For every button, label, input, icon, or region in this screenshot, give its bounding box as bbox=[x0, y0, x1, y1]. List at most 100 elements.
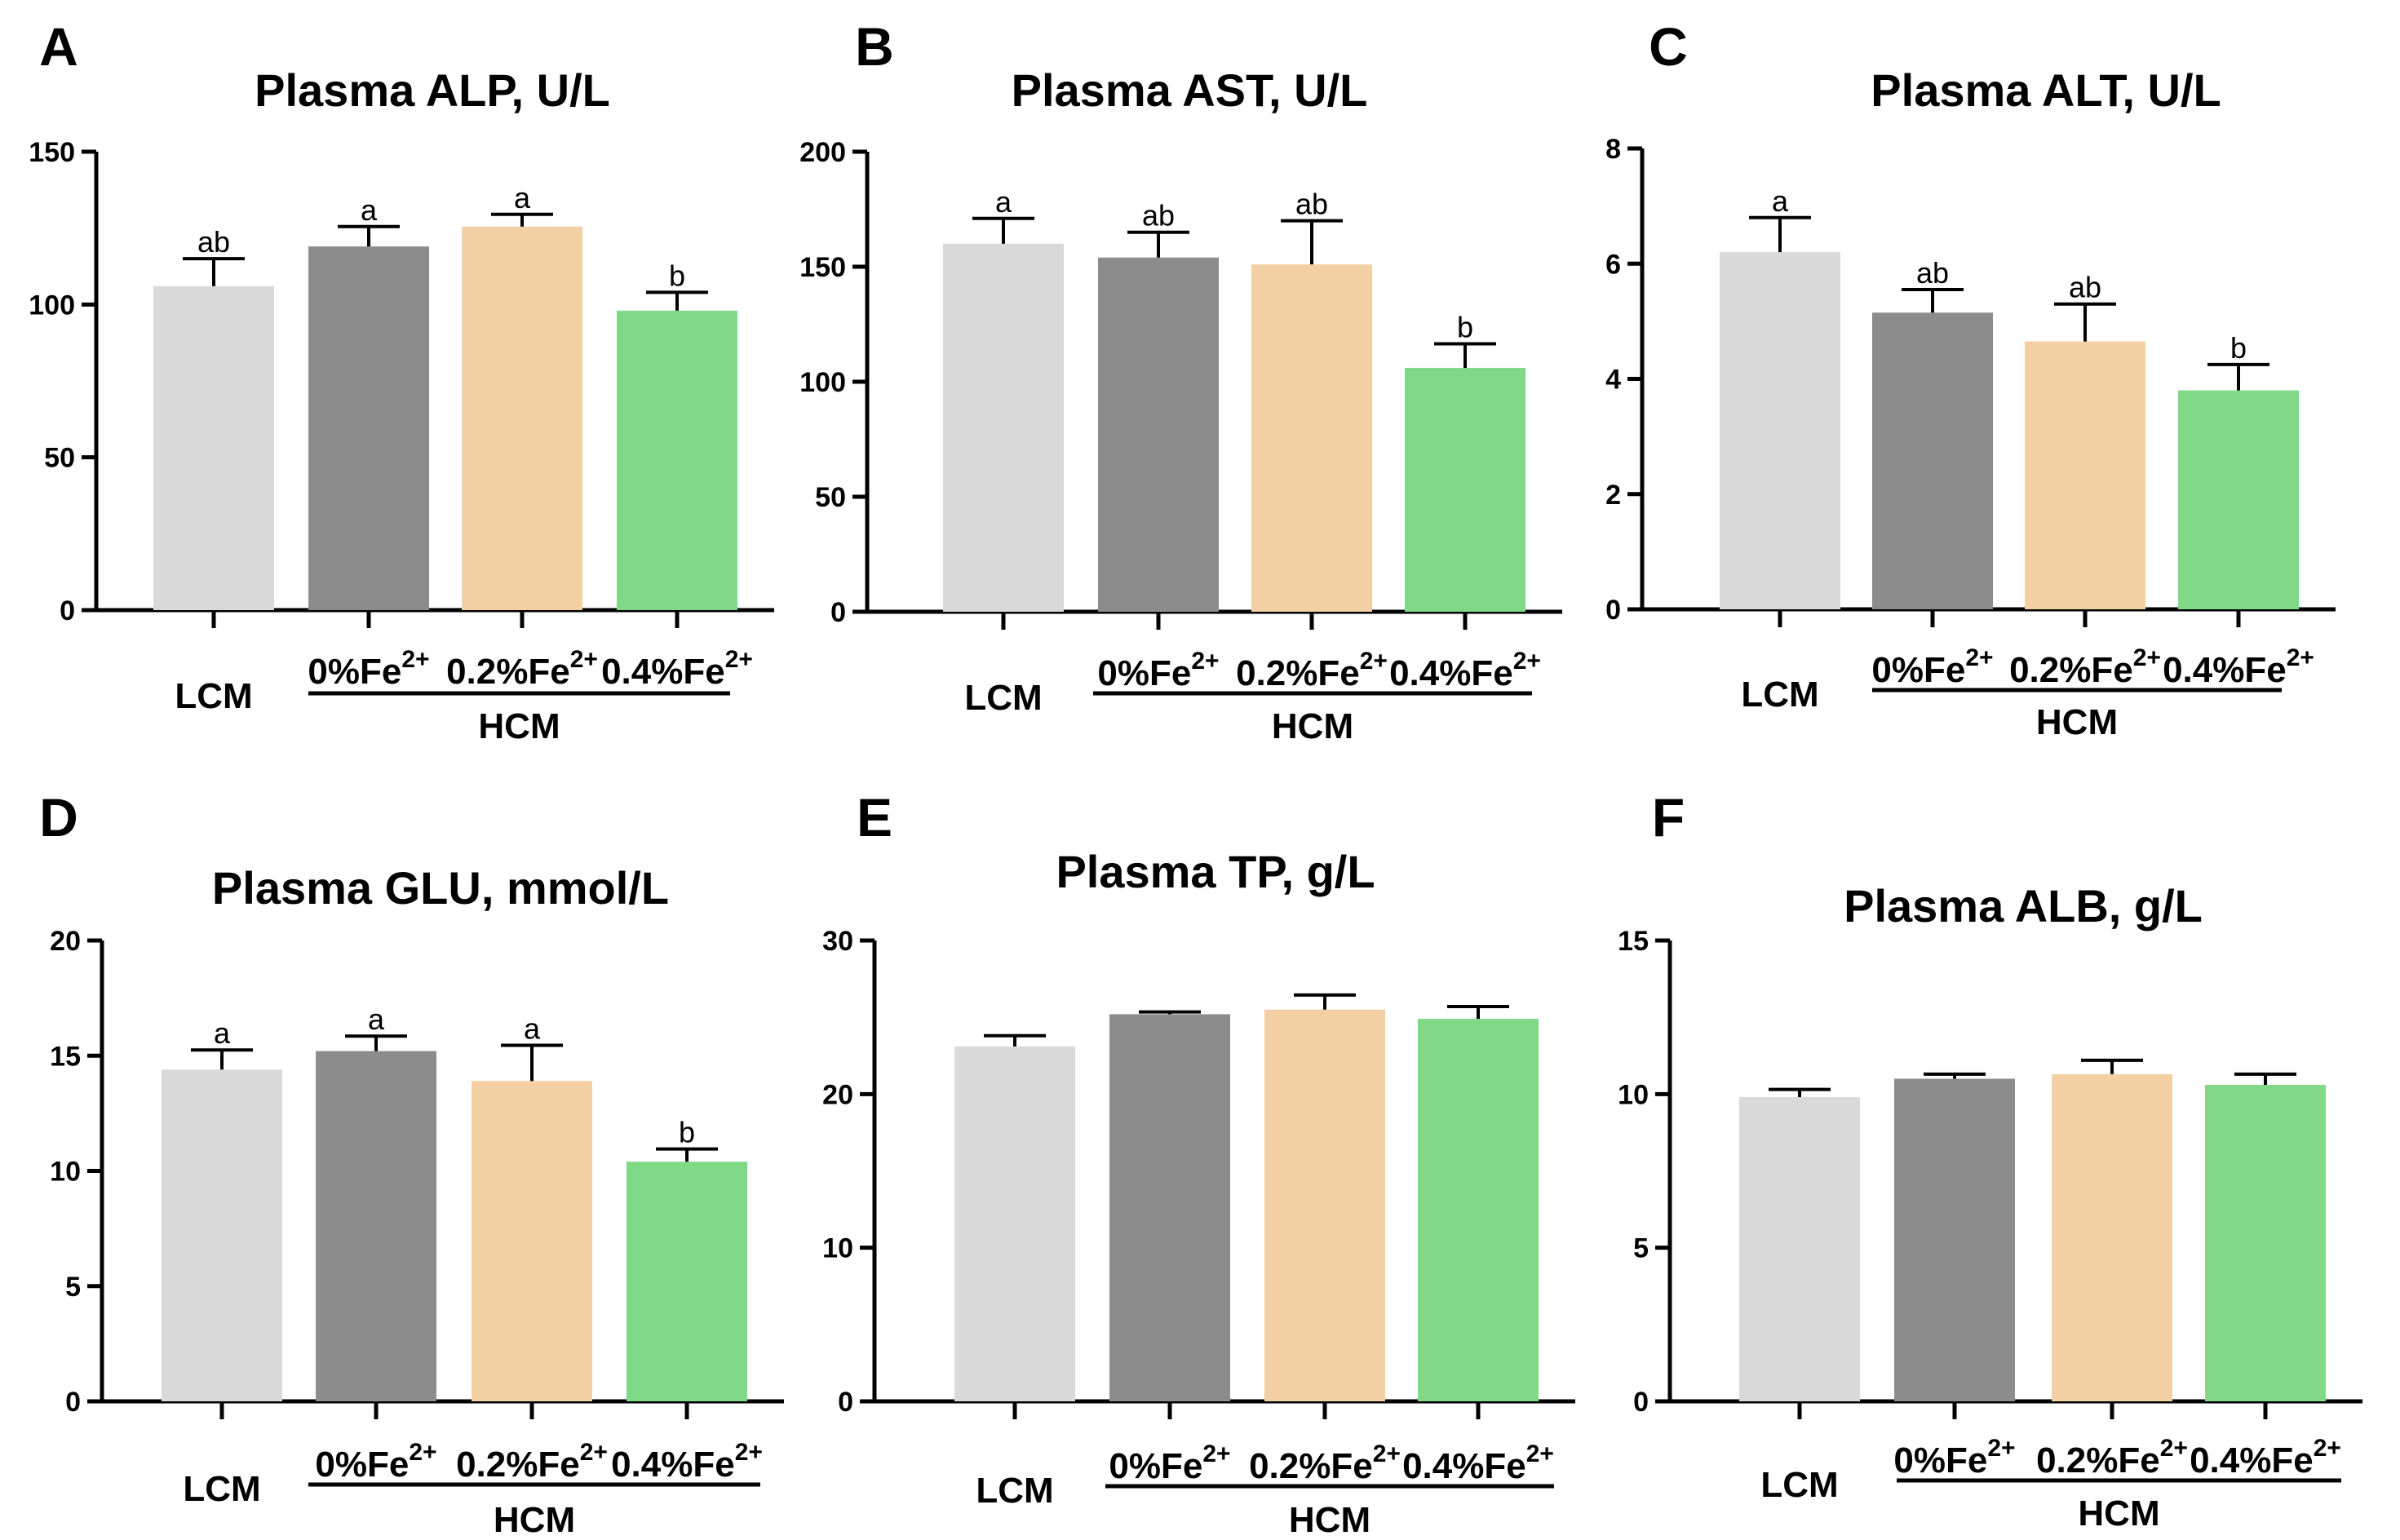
bar-1 bbox=[162, 1069, 282, 1401]
significance-letter: a bbox=[995, 185, 1012, 219]
significance-letter: b bbox=[679, 1116, 695, 1149]
bar-4 bbox=[2205, 1085, 2326, 1401]
y-tick-label: 15 bbox=[1618, 926, 1649, 957]
category-label: 0.4%Fe2+ bbox=[2163, 644, 2314, 690]
category-label: 0.4%Fe2+ bbox=[1402, 1440, 1554, 1486]
y-tick-label: 15 bbox=[50, 1041, 81, 1072]
bar-4 bbox=[1405, 368, 1525, 612]
bar-2 bbox=[308, 246, 429, 610]
y-tick-label: 20 bbox=[822, 1079, 853, 1110]
chart-title: Plasma ALT, U/L bbox=[1871, 64, 2221, 116]
category-label: 0.4%Fe2+ bbox=[2190, 1435, 2341, 1480]
category-label: 0.2%Fe2+ bbox=[2036, 1435, 2188, 1480]
bar-3 bbox=[2025, 341, 2145, 609]
bar-1 bbox=[1739, 1097, 1860, 1401]
significance-letter: a bbox=[361, 193, 378, 227]
significance-letter: b bbox=[669, 259, 685, 292]
significance-letter: ab bbox=[1142, 199, 1175, 232]
significance-letter: a bbox=[1772, 184, 1789, 218]
panel-b: B Plasma AST, U/L 0 50 100 150 200 a ab ab b LCM 0%F… bbox=[799, 16, 1562, 746]
bar-2 bbox=[1098, 257, 1219, 612]
y-tick-label: 150 bbox=[29, 137, 75, 168]
bar-1 bbox=[153, 285, 274, 610]
panel-c: C Plasma ALT, U/L 0 2 4 6 8 a ab ab b LCM 0%Fe2+ 0.2%… bbox=[1605, 16, 2336, 742]
y-tick-label: 10 bbox=[822, 1233, 853, 1264]
chart-title: Plasma AST, U/L bbox=[1012, 64, 1368, 116]
category-label: 0.4%Fe2+ bbox=[1389, 648, 1541, 693]
y-tick-label: 100 bbox=[799, 367, 846, 398]
y-tick-label: 0 bbox=[1605, 595, 1621, 626]
category-label: 0.2%Fe2+ bbox=[2009, 644, 2161, 690]
panel-letter: E bbox=[857, 787, 892, 847]
y-tick-label: 5 bbox=[65, 1272, 81, 1303]
y-tick-label: 2 bbox=[1605, 480, 1621, 511]
category-label: 0%Fe2+ bbox=[1109, 1440, 1230, 1486]
category-label: LCM bbox=[964, 678, 1042, 718]
significance-letter: b bbox=[1457, 310, 1473, 343]
y-tick-label: 0 bbox=[838, 1387, 853, 1418]
panel-f: F Plasma ALB, g/L 0 5 10 15 LCM 0%Fe2+ 0.2%Fe2+ 0… bbox=[1618, 787, 2362, 1533]
bar-4 bbox=[617, 310, 737, 610]
bar-1 bbox=[943, 243, 1064, 612]
panel-letter: A bbox=[39, 16, 78, 77]
panel-letter: D bbox=[39, 787, 78, 847]
group-label: HCM bbox=[1289, 1500, 1370, 1540]
panel-d: D Plasma GLU, mmol/L 0 5 10 15 20 a a a b LCM 0%Fe2+… bbox=[39, 787, 784, 1540]
bar-3 bbox=[472, 1081, 592, 1401]
panel-letter: F bbox=[1652, 787, 1685, 847]
significance-letter: a bbox=[514, 181, 531, 215]
significance-letter: ab bbox=[2069, 271, 2101, 304]
significance-letter: b bbox=[2230, 331, 2247, 365]
y-tick-label: 4 bbox=[1605, 365, 1621, 396]
bar-4 bbox=[627, 1162, 747, 1401]
bar-1 bbox=[954, 1046, 1075, 1401]
category-label: 0.4%Fe2+ bbox=[611, 1439, 763, 1485]
bar-4 bbox=[1418, 1019, 1539, 1401]
significance-letter: ab bbox=[197, 225, 230, 259]
y-tick-label: 0 bbox=[830, 597, 846, 628]
category-label: 0.2%Fe2+ bbox=[1236, 648, 1388, 693]
category-label: 0.2%Fe2+ bbox=[446, 646, 598, 692]
category-label: LCM bbox=[1741, 675, 1818, 715]
bar-2 bbox=[316, 1051, 436, 1401]
y-tick-label: 50 bbox=[44, 443, 75, 474]
category-label: 0%Fe2+ bbox=[1097, 648, 1219, 693]
significance-letter: a bbox=[524, 1012, 541, 1046]
category-label: LCM bbox=[183, 1469, 260, 1509]
significance-letter: a bbox=[214, 1016, 231, 1050]
y-tick-label: 10 bbox=[1618, 1079, 1649, 1110]
group-label: HCM bbox=[1272, 706, 1353, 746]
panel-letter: B bbox=[855, 16, 894, 77]
group-label: HCM bbox=[494, 1500, 575, 1540]
group-label: HCM bbox=[2036, 702, 2118, 742]
category-label: LCM bbox=[976, 1471, 1053, 1511]
y-tick-label: 8 bbox=[1605, 134, 1621, 165]
panel-letter: C bbox=[1649, 16, 1688, 77]
bar-3 bbox=[462, 226, 582, 610]
chart-title: Plasma ALB, g/L bbox=[1844, 880, 2203, 932]
y-tick-label: 100 bbox=[29, 290, 75, 321]
bar-4 bbox=[2178, 390, 2299, 609]
y-tick-label: 30 bbox=[822, 926, 853, 957]
category-label: 0.2%Fe2+ bbox=[1249, 1440, 1401, 1486]
bar-2 bbox=[1894, 1078, 2015, 1401]
category-label: 0%Fe2+ bbox=[315, 1439, 436, 1485]
chart-title: Plasma ALP, U/L bbox=[255, 64, 610, 116]
significance-letter: ab bbox=[1295, 188, 1328, 221]
group-label: HCM bbox=[478, 706, 560, 746]
category-label: 0%Fe2+ bbox=[1893, 1435, 2015, 1480]
y-tick-label: 20 bbox=[50, 926, 81, 957]
chart-title: Plasma GLU, mmol/L bbox=[212, 862, 669, 914]
bar-2 bbox=[1872, 312, 1993, 609]
y-tick-label: 0 bbox=[65, 1387, 81, 1418]
y-tick-label: 150 bbox=[799, 252, 846, 283]
category-label: 0%Fe2+ bbox=[1871, 644, 1993, 690]
y-tick-label: 5 bbox=[1633, 1233, 1649, 1264]
group-label: HCM bbox=[2078, 1494, 2159, 1533]
y-tick-label: 6 bbox=[1605, 249, 1621, 280]
chart-title: Plasma TP, g/L bbox=[1056, 846, 1375, 897]
significance-letter: a bbox=[368, 1002, 385, 1036]
category-label: LCM bbox=[175, 676, 252, 716]
